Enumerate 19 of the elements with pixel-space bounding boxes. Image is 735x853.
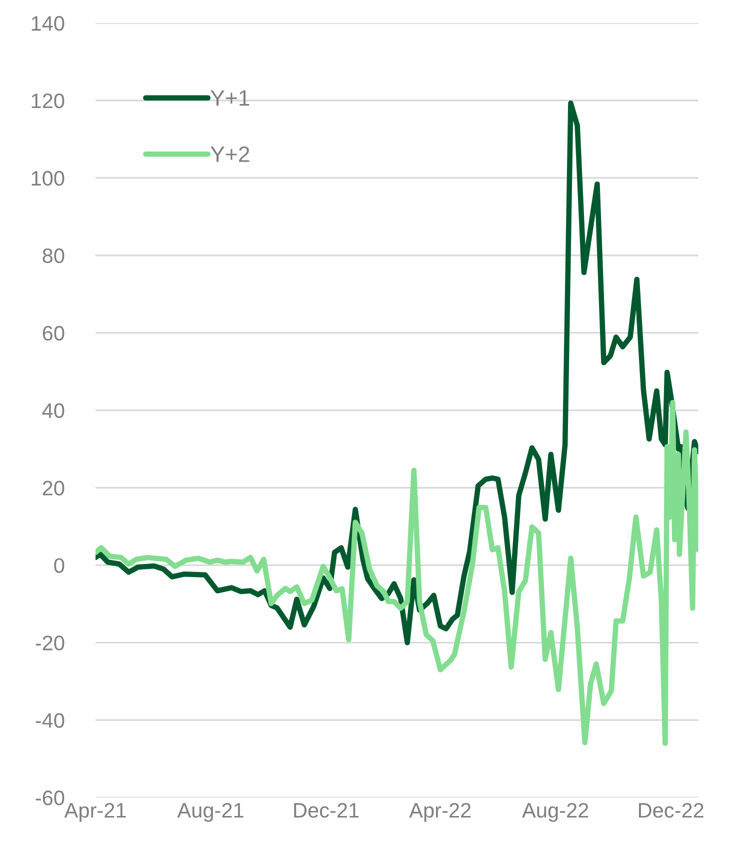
y-tick-label: -20 <box>36 636 64 650</box>
x-tick-label: Aug-21 <box>177 802 244 822</box>
legend-label: Y+2 <box>210 146 250 162</box>
legend-label: Y+1 <box>210 90 250 106</box>
x-tick-label: Dec-21 <box>294 802 359 818</box>
y-tick-label: -60 <box>36 790 64 806</box>
y-tick-label: 40 <box>42 403 64 418</box>
y-tick-label: 80 <box>42 248 64 264</box>
y-tick-label: 60 <box>42 326 64 341</box>
x-tick-label: Apr-22 <box>409 802 471 822</box>
x-tick-label: Dec-22 <box>638 802 704 818</box>
y-tick-label: 120 <box>32 93 64 108</box>
y-tick-label: 140 <box>32 16 64 31</box>
x-tick-label: Apr-21 <box>64 802 126 822</box>
y-tick-label: 100 <box>32 170 64 186</box>
y-tick-label: 20 <box>42 480 64 496</box>
y-tick-label: 0 <box>54 558 64 573</box>
y-tick-label: -40 <box>36 713 64 728</box>
x-tick-label: Aug-22 <box>522 802 588 822</box>
